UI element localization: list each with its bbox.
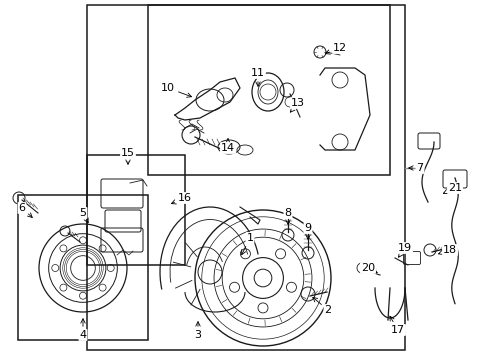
Text: 15: 15: [121, 148, 135, 164]
Text: 19: 19: [398, 243, 412, 257]
Text: 7: 7: [409, 163, 423, 173]
Text: 20: 20: [361, 263, 377, 273]
Text: 21: 21: [443, 183, 462, 194]
Text: 11: 11: [251, 68, 265, 86]
Text: 18: 18: [439, 245, 457, 255]
Text: 8: 8: [284, 208, 292, 224]
Text: 2: 2: [313, 297, 332, 315]
Text: 16: 16: [172, 193, 192, 204]
Text: 12: 12: [325, 43, 347, 54]
Text: 17: 17: [390, 316, 405, 335]
Text: 10: 10: [161, 83, 192, 97]
Bar: [18, 195, 148, 340]
Text: 13: 13: [291, 98, 305, 112]
Bar: [87, 155, 185, 265]
Bar: [148, 5, 390, 175]
Bar: [87, 5, 405, 350]
Text: 4: 4: [79, 319, 87, 340]
Text: 6: 6: [19, 203, 32, 217]
Text: 9: 9: [304, 223, 312, 239]
Text: 14: 14: [221, 139, 235, 153]
Text: 5: 5: [79, 208, 88, 223]
Text: 1: 1: [242, 233, 253, 255]
Text: 3: 3: [195, 322, 201, 340]
